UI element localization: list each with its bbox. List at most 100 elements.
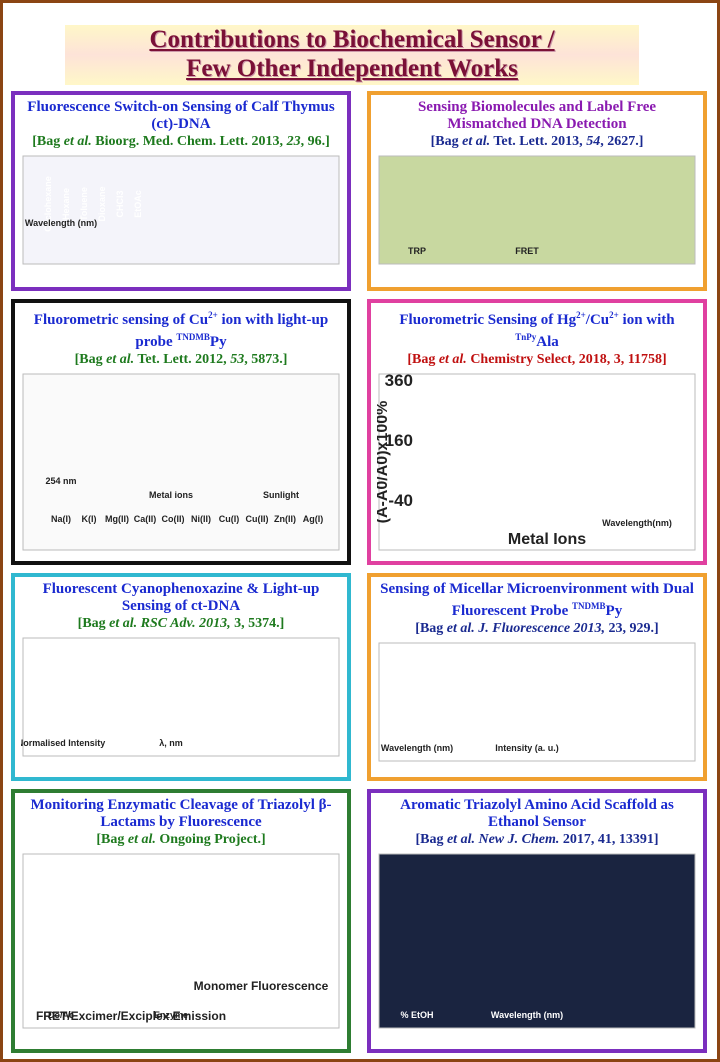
citation-text: 23 — [608, 621, 623, 636]
title-text: 2+ — [609, 310, 619, 320]
citation: [Bag et al. RSC Adv. 2013, 3, 5374.] — [15, 615, 347, 632]
citation-text: [Bag — [415, 832, 447, 847]
citation-text: Tet. Lett. 2012, — [134, 352, 231, 367]
title-text: Fluorescence Switch-on Sensing of Calf T… — [27, 99, 335, 132]
citation-text: [Bag — [430, 134, 463, 149]
citation: [Bag et al. Bioorg. Med. Chem. Lett. 201… — [15, 133, 347, 150]
citation-text: J. Fluorescence — [474, 621, 571, 636]
citation-text: 2017, 41, 13391] — [559, 832, 659, 847]
figure-label: (A-A0/A0)x100% — [377, 401, 391, 524]
panel-title: Fluorometric sensing of Cu2+ ion with li… — [15, 307, 347, 351]
figure-label: % EtOH — [400, 1010, 433, 1020]
panel: Fluorescence Switch-on Sensing of Calf T… — [11, 91, 351, 291]
figure-label: FRET — [515, 246, 539, 256]
title-text: TnPy — [515, 332, 537, 342]
citation-text: Ongoing Project.] — [155, 832, 266, 847]
figure-background — [378, 155, 696, 265]
citation-text: et al. — [63, 134, 92, 149]
citation: [Bag et al. Ongoing Project.] — [15, 831, 347, 848]
title-text: Py — [605, 603, 623, 619]
citation-text: Bioorg. Med. Chem. Lett. 2013, — [91, 134, 287, 149]
citation: [Bag et al. Chemistry Select, 2018, 3, 1… — [371, 351, 703, 368]
citation-text: et al. — [438, 352, 467, 367]
figure: % EtOH Wavelength (nm) — [378, 853, 696, 1029]
citation: [Bag et al. J. Fluorescence 2013, 23, 92… — [371, 620, 703, 637]
header: Contributions to Biochemical Sensor / Fe… — [65, 25, 639, 85]
figure-label: Enzyme — [154, 1010, 188, 1020]
figure-label: Intensity (a. u.) — [495, 743, 559, 753]
title-text: Py — [209, 334, 227, 350]
citation-text: [Bag — [77, 616, 110, 631]
figure-label: Ni(II) — [191, 514, 211, 524]
citation-text: Tet. Lett. 2013, — [490, 134, 587, 149]
title-text: TNDMB — [176, 332, 210, 342]
figure-label: FRET/Excimer/Exciplex Emission — [36, 1009, 226, 1023]
figure-label: Cu(I) — [219, 514, 240, 524]
panel: Monitoring Enzymatic Cleavage of Triazol… — [11, 789, 351, 1053]
figure-label: Wavelength (nm) — [491, 1010, 563, 1020]
figure-label: Do/Ac — [48, 1010, 74, 1020]
figure: Do/Ac Enzyme Monomer Fluorescence FRET/Exci… — [22, 853, 340, 1029]
citation: [Bag et al. Tet. Lett. 2012, 53, 5873.] — [15, 351, 347, 368]
figure-label: Metal Ions — [508, 531, 586, 548]
figure-label: Metal ions — [149, 490, 193, 500]
citation: [Bag et al. New J. Chem. 2017, 41, 13391… — [371, 831, 703, 848]
title-text: Sensing Biomolecules and Label Free Mism… — [417, 99, 657, 132]
citation-text: et al. — [127, 832, 156, 847]
title-text: Fluorescent Cyanophenoxazine & Light-up … — [42, 581, 320, 614]
figure-label: Wavelength (nm) — [381, 743, 453, 753]
citation-text: 2013, — [195, 616, 235, 631]
citation-text: et al. — [106, 352, 135, 367]
panel-title: Monitoring Enzymatic Cleavage of Triazol… — [15, 797, 347, 831]
title-text: 2+ — [576, 310, 586, 320]
citation-text: et al. — [446, 621, 475, 636]
figure-label: Ag(I) — [303, 514, 324, 524]
citation-text: 23 — [286, 134, 301, 149]
title-text: TNDMB — [572, 601, 606, 611]
citation-text: [Bag — [74, 352, 107, 367]
citation-text: , 96.] — [300, 134, 330, 149]
figure: Normalised Intensity λ, nm — [21, 637, 340, 757]
panel: Sensing Biomolecules and Label Free Mism… — [367, 91, 707, 291]
citation-text: 2013, — [570, 621, 609, 636]
figure-label: Na(I) — [51, 514, 71, 524]
citation-text: 54 — [586, 134, 601, 149]
figure-label: Monomer Fluorescence — [194, 979, 329, 993]
title-text: ion with — [618, 312, 675, 328]
citation-text: [Bag — [415, 621, 447, 636]
figure-label: -40 — [388, 491, 413, 510]
citation-text: , 929.] — [622, 621, 659, 636]
citation-text: RSC Adv. — [137, 616, 196, 631]
title-text: 2+ — [208, 310, 218, 320]
title-text: Fluorometric sensing of Cu — [33, 312, 209, 328]
citation-text: [Bag — [32, 134, 64, 149]
figure-background — [22, 373, 340, 551]
citation-text: , 5374.] — [241, 616, 285, 631]
citation-text: et al. — [462, 134, 491, 149]
figure-label: EtOAc — [133, 190, 143, 218]
title-text: Monitoring Enzymatic Cleavage of Triazol… — [30, 797, 332, 830]
citation-text: [Bag — [96, 832, 128, 847]
figure: 360 160 -40 Metal Ions (A-A0/A0)x100% Wavelen… — [377, 372, 696, 551]
figure-label: Cyclohexane — [43, 176, 53, 232]
figure-label: Cu(II) — [246, 514, 269, 524]
panel: Aromatic Triazolyl Amino Acid Scaffold a… — [367, 789, 707, 1053]
citation-text: 53 — [230, 352, 245, 367]
figure-background — [22, 853, 340, 1029]
citation-text: Chemistry Select, 2018, 3, 11758] — [466, 352, 667, 367]
panel-title: Aromatic Triazolyl Amino Acid Scaffold a… — [371, 797, 703, 831]
figure-label: 360 — [385, 372, 413, 390]
figure-label: 160 — [385, 431, 413, 450]
figure: Wavelength (nm) Intensity (a. u.) — [378, 642, 696, 762]
panel-title: Sensing Biomolecules and Label Free Mism… — [371, 99, 703, 133]
figure: Cyclohexane Hexane Toluene Dioxane CHCl3 EtOA… — [22, 155, 340, 265]
figure-background — [378, 853, 696, 1029]
figure-background — [378, 642, 696, 762]
title-text: Aromatic Triazolyl Amino Acid Scaffold a… — [400, 797, 674, 830]
figure-background — [22, 637, 340, 757]
figure-label: Mg(II) — [105, 514, 129, 524]
title-text: Fluorometric Sensing of Hg — [399, 312, 577, 328]
citation-text: et al. — [109, 616, 138, 631]
panel: Fluorescent Cyanophenoxazine & Light-up … — [11, 573, 351, 781]
panel: Sensing of Micellar Microenvironment wit… — [367, 573, 707, 781]
